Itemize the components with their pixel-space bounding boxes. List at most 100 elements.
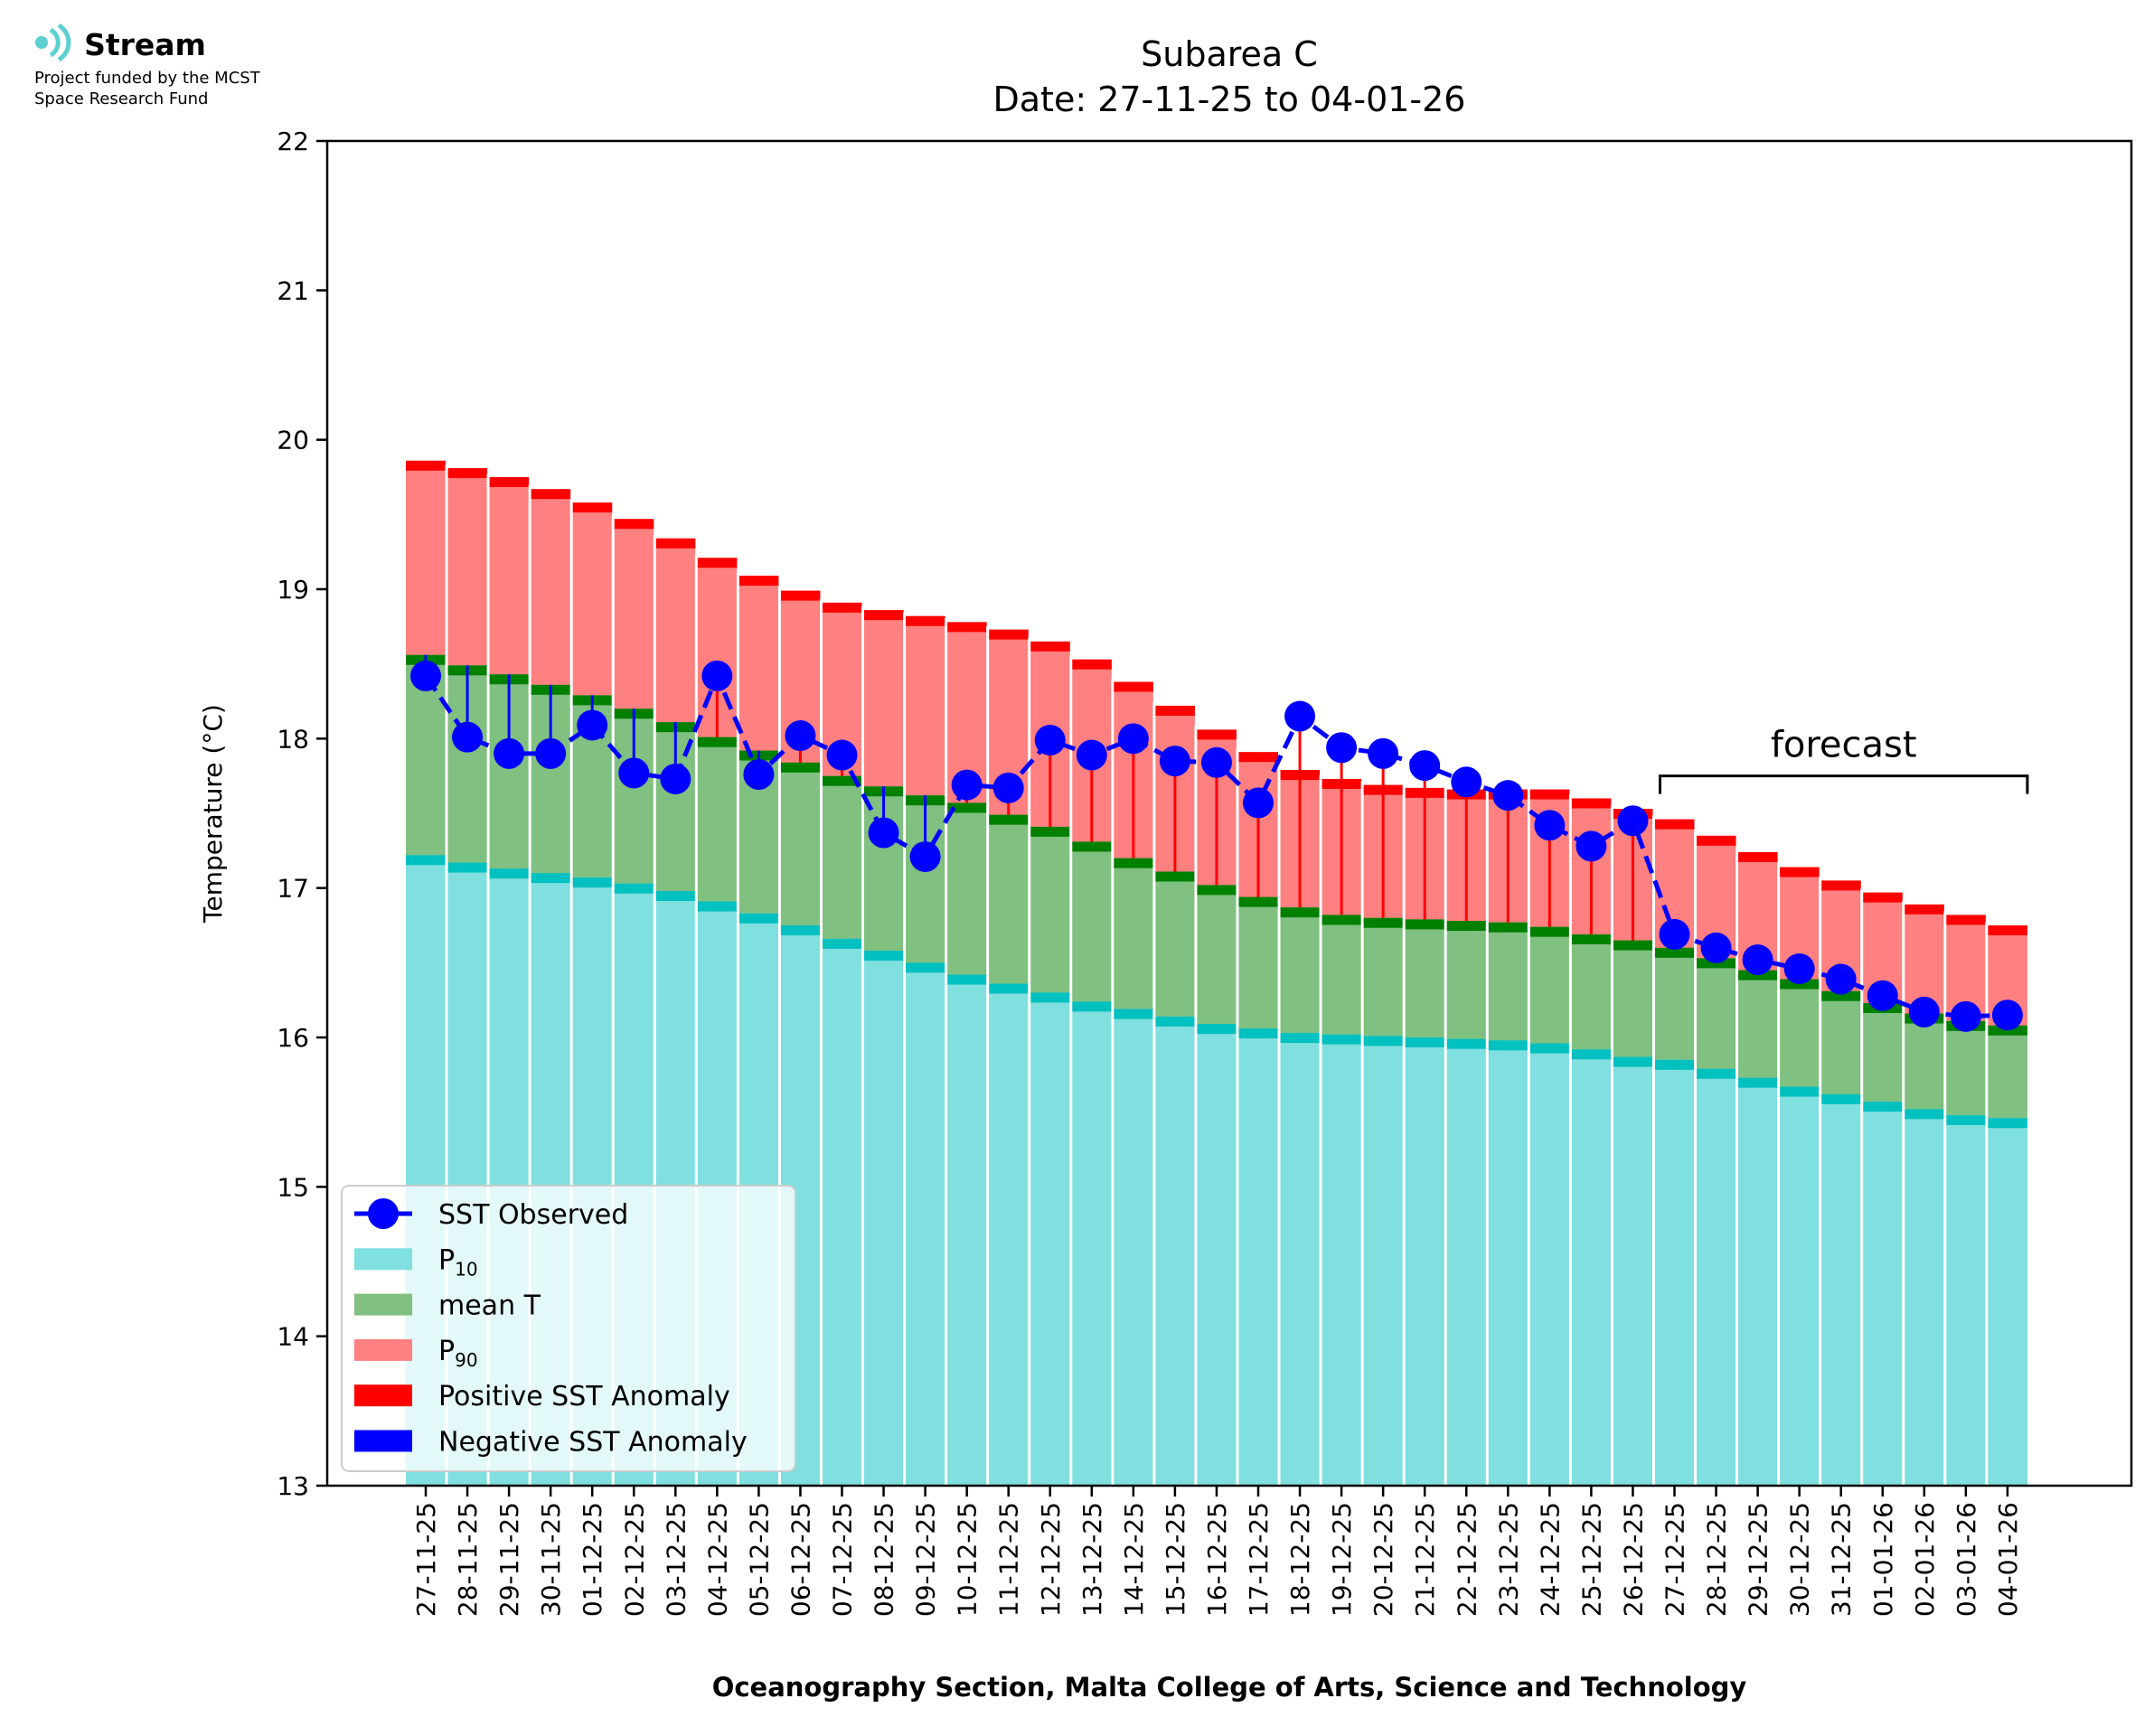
sst-observed-point	[909, 840, 941, 872]
p90-bar-edge	[1154, 705, 1195, 716]
legend-label-p90: P90	[438, 1336, 478, 1371]
p90-bar-edge	[1987, 925, 2027, 935]
sst-observed-point	[1991, 999, 2023, 1031]
p10-bar-edge	[780, 925, 821, 935]
mean-t-bar-edge	[1987, 1025, 2027, 1036]
sst-observed-point	[452, 721, 484, 753]
sst-observed-point	[577, 709, 608, 741]
p10-bar	[1696, 1068, 1736, 1486]
p10-bar	[1446, 1038, 1487, 1486]
p90-bar-edge	[489, 477, 530, 487]
mean-t-bar-edge	[1154, 871, 1195, 882]
mean-t-bar-edge	[988, 814, 1029, 825]
p90-bar-edge	[406, 460, 446, 471]
p10-bar	[1654, 1059, 1695, 1486]
p10-bar	[1113, 1009, 1153, 1486]
p10-bar-edge	[1696, 1068, 1736, 1079]
p90-bar-edge	[1779, 867, 1820, 877]
p90-bar-edge	[1529, 789, 1570, 800]
p10-bar	[1571, 1049, 1612, 1486]
p10-bar	[1405, 1037, 1445, 1486]
legend-sst-marker	[368, 1198, 399, 1229]
funding-line-1: Project funded by the MCST	[34, 69, 260, 88]
sst-observed-point	[494, 737, 525, 769]
p10-bar-edge	[1113, 1009, 1153, 1019]
x-tick-label: 30-11-25	[536, 1502, 566, 1617]
y-tick-label: 21	[277, 276, 309, 305]
p90-bar-edge	[780, 590, 821, 601]
p10-bar	[905, 962, 945, 1486]
p90-bar-edge	[822, 602, 862, 613]
sst-observed-point	[1076, 739, 1107, 771]
p10-bar-edge	[572, 877, 613, 888]
y-tick-label: 16	[277, 1023, 309, 1053]
p10-bar-edge	[1904, 1109, 1944, 1120]
p10-bar	[1238, 1028, 1278, 1486]
legend-label-sst-observed: SST Observed	[438, 1199, 628, 1231]
p90-bar-edge	[905, 615, 945, 626]
x-tick-label: 01-01-26	[1868, 1502, 1898, 1617]
p10-bar	[1322, 1034, 1362, 1486]
y-tick-label: 22	[277, 127, 309, 156]
mean-t-bar-edge	[780, 762, 821, 773]
x-tick-label: 23-12-25	[1493, 1502, 1523, 1617]
legend-label-anomaly: Negative SST Anomaly	[438, 1427, 748, 1459]
p90-bar-edge	[1571, 798, 1612, 809]
p10-bar	[1987, 1118, 2027, 1486]
mean-t-bar-edge	[1322, 915, 1362, 925]
sst-observed-point	[743, 759, 775, 791]
p90-bar-edge	[1737, 851, 1778, 862]
p90-bar-edge	[1945, 915, 1986, 925]
x-tick-label: 07-12-25	[828, 1502, 858, 1617]
x-tick-label: 29-11-25	[494, 1502, 524, 1617]
p10-bar	[863, 951, 904, 1486]
x-tick-label: 06-12-25	[785, 1502, 815, 1617]
x-tick-label: 22-12-25	[1452, 1502, 1481, 1617]
p10-bar-edge	[738, 913, 779, 924]
p10-bar-edge	[406, 855, 446, 866]
x-tick-label: 05-12-25	[744, 1502, 774, 1617]
sst-observed-point	[1200, 746, 1232, 778]
mean-t-bar-edge	[1820, 990, 1861, 1001]
sst-observed-point	[1908, 996, 1940, 1028]
mean-t-bar-edge	[1030, 826, 1070, 837]
legend-label-p10: P10	[438, 1244, 478, 1280]
p10-bar-edge	[905, 962, 945, 973]
p90-bar-edge	[1196, 729, 1237, 740]
y-tick-label: 15	[277, 1172, 309, 1202]
p10-bar-edge	[1779, 1086, 1820, 1097]
p90-bar-edge	[988, 629, 1029, 640]
plot-frame	[325, 139, 2133, 1487]
y-axis-label: Temperature (°C)	[198, 704, 228, 924]
p10-bar-edge	[697, 901, 738, 912]
sst-observed-point	[1492, 780, 1524, 812]
p10-bar	[1613, 1056, 1653, 1486]
y-tick-label: 19	[277, 575, 309, 605]
p10-bar-edge	[1280, 1033, 1321, 1044]
p10-bar-edge	[1571, 1049, 1612, 1060]
legend-swatch-anomaly	[354, 1384, 412, 1407]
p10-bar	[1820, 1093, 1861, 1486]
x-tick-label: 10-12-25	[953, 1502, 983, 1617]
y-tick-label: 13	[277, 1471, 309, 1501]
sst-observed-point	[868, 817, 899, 849]
p10-bar-edge	[1529, 1043, 1570, 1054]
p10-bar-edge	[822, 938, 862, 949]
sst-observed-point	[660, 763, 691, 794]
p90-bar-edge	[946, 622, 987, 633]
x-tick-label: 27-12-25	[1660, 1502, 1690, 1617]
p90-bar-edge	[655, 538, 696, 549]
x-tick-label: 14-12-25	[1119, 1502, 1149, 1617]
mean-t-bar-edge	[822, 775, 862, 786]
p10-bar-edge	[1363, 1036, 1404, 1046]
chart-title: Subarea C	[1141, 34, 1318, 74]
p10-bar-edge	[1196, 1024, 1237, 1035]
sst-observed-point	[1284, 700, 1316, 732]
p10-bar-edge	[655, 890, 696, 901]
p10-bar-edge	[1737, 1077, 1778, 1088]
p10-bar-edge	[863, 951, 904, 962]
p10-bar-edge	[946, 974, 987, 985]
x-tick-label: 04-01-26	[1993, 1502, 2023, 1617]
p90-bar-edge	[572, 502, 613, 513]
p10-bar-edge	[988, 983, 1029, 994]
